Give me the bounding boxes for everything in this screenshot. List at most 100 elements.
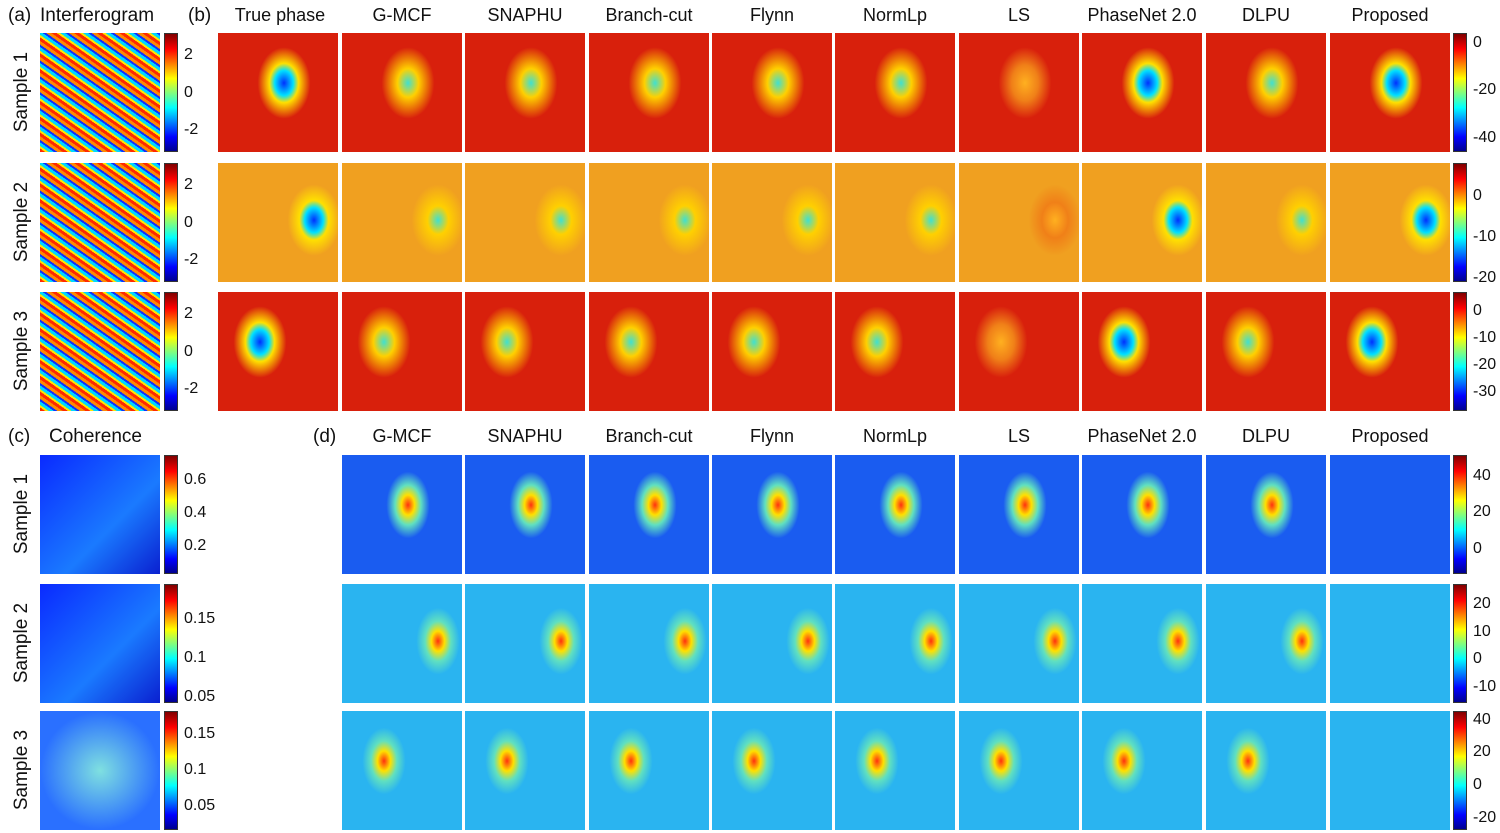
- colorbar-tick-label: -10: [1473, 328, 1497, 346]
- unwrapped-phase-image: [218, 163, 338, 282]
- column-header-b: SNAPHU: [487, 5, 563, 25]
- column-header-d: Proposed: [1351, 426, 1429, 446]
- unwrapped-phase-image: [218, 292, 338, 411]
- panel-a-title: Interferogram: [40, 5, 155, 26]
- unwrapped-phase-image: [835, 163, 955, 282]
- column-header-d: DLPU: [1241, 426, 1290, 446]
- column-header-d: PhaseNet 2.0: [1087, 426, 1197, 446]
- error-map-image: [1206, 711, 1326, 830]
- column-header-b: Proposed: [1351, 5, 1429, 25]
- unwrapped-phase-image: [465, 163, 585, 282]
- unwrapped-phase-image: [712, 292, 832, 411]
- error-map-image: [1082, 584, 1202, 703]
- unwrapped-phase-image: [342, 33, 462, 152]
- column-header-b: G-MCF: [372, 5, 432, 25]
- column-header-d: NormLp: [862, 426, 928, 446]
- colorbar-tick-label: 0: [184, 83, 193, 101]
- unwrapped-phase-image: [342, 163, 462, 282]
- colorbar-tick-label: -2: [184, 120, 199, 138]
- colorbar-tick-label: -2: [184, 379, 199, 397]
- interferogram-image: [40, 33, 160, 152]
- colorbar-tick-label: 20: [1473, 743, 1491, 761]
- unwrapped-phase-image: [959, 33, 1079, 152]
- interferogram-image: [40, 292, 160, 411]
- unwrapped-phase-image: [835, 33, 955, 152]
- unwrapped-phase-image: [835, 292, 955, 411]
- error-map-image: [342, 584, 462, 703]
- coherence-image: [40, 711, 160, 830]
- colorbar-tick-label: -2: [184, 250, 199, 268]
- error-map-image: [465, 711, 585, 830]
- row-label: Sample 1: [11, 473, 32, 555]
- panel-b-tag: (b): [188, 5, 212, 26]
- unwrapped-phase-image: [1206, 163, 1326, 282]
- colorbar-tick-label: 20: [1473, 595, 1491, 613]
- column-header-d: Flynn: [749, 426, 794, 446]
- colorbar: [1453, 33, 1467, 152]
- coherence-image: [40, 455, 160, 574]
- unwrapped-phase-image: [712, 33, 832, 152]
- unwrapped-phase-image: [589, 33, 709, 152]
- panel-c-tag: (c): [8, 426, 31, 447]
- error-map-image: [342, 455, 462, 574]
- interferogram-image: [40, 163, 160, 282]
- unwrapped-phase-image: [959, 292, 1079, 411]
- colorbar: [1453, 584, 1467, 703]
- colorbar-tick-label: -10: [1473, 227, 1497, 245]
- error-map-image: [835, 455, 955, 574]
- colorbar-tick-label: 2: [184, 305, 193, 323]
- row-label: Sample 2: [11, 181, 32, 263]
- unwrapped-phase-image: [1082, 292, 1202, 411]
- colorbar-tick-label: 0: [1473, 186, 1482, 204]
- column-header-d: Branch-cut: [605, 426, 693, 446]
- error-map-image: [712, 455, 832, 574]
- unwrapped-phase-image: [712, 163, 832, 282]
- error-map-image: [1082, 455, 1202, 574]
- column-header-b: LS: [1007, 5, 1031, 25]
- colorbar-tick-label: -30: [1473, 383, 1497, 401]
- colorbar-tick-label: 0.6: [184, 470, 207, 488]
- colorbar: [164, 163, 178, 282]
- colorbar-tick-label: 0.05: [184, 687, 216, 705]
- error-map-image: [465, 455, 585, 574]
- colorbar: [1453, 163, 1467, 282]
- row-label: Sample 2: [11, 602, 32, 684]
- unwrapped-phase-image: [1206, 292, 1326, 411]
- unwrapped-phase-image: [959, 163, 1079, 282]
- row-label: Sample 3: [11, 310, 32, 392]
- colorbar-tick-label: -20: [1473, 808, 1497, 826]
- column-header-b: Flynn: [749, 5, 794, 25]
- colorbar: [164, 455, 178, 574]
- colorbar-tick-label: 0: [1473, 650, 1482, 668]
- panel-a-tag: (a): [8, 5, 32, 26]
- colorbar: [164, 711, 178, 830]
- row-label: Sample 1: [11, 51, 32, 133]
- colorbar-tick-label: 0: [1473, 33, 1482, 51]
- unwrapped-phase-image: [1330, 163, 1450, 282]
- colorbar-tick-label: 0.15: [184, 610, 216, 627]
- colorbar-tick-label: 0: [1473, 539, 1482, 557]
- error-map-image: [1330, 711, 1450, 830]
- error-map-image: [342, 711, 462, 830]
- colorbar-tick-label: 0: [184, 342, 193, 360]
- unwrapped-phase-image: [1206, 33, 1326, 152]
- column-header-b: True phase: [234, 5, 326, 25]
- colorbar-tick-label: 2: [184, 176, 193, 194]
- row-label: Sample 3: [11, 729, 32, 811]
- colorbar-tick-label: -20: [1473, 81, 1497, 99]
- colorbar: [1453, 711, 1467, 830]
- unwrapped-phase-image: [218, 33, 338, 152]
- colorbar-tick-label: 10: [1473, 622, 1491, 640]
- colorbar-tick-label: 0: [1473, 301, 1482, 319]
- error-map-image: [1330, 455, 1450, 574]
- panel-d-tag: (d): [313, 426, 337, 447]
- colorbar-tick-label: 0.1: [184, 761, 207, 779]
- unwrapped-phase-image: [342, 292, 462, 411]
- colorbar: [1453, 292, 1467, 411]
- colorbar: [164, 33, 178, 152]
- unwrapped-phase-image: [1330, 292, 1450, 411]
- error-map-image: [712, 584, 832, 703]
- unwrapped-phase-image: [589, 292, 709, 411]
- colorbar-tick-label: -20: [1473, 356, 1497, 374]
